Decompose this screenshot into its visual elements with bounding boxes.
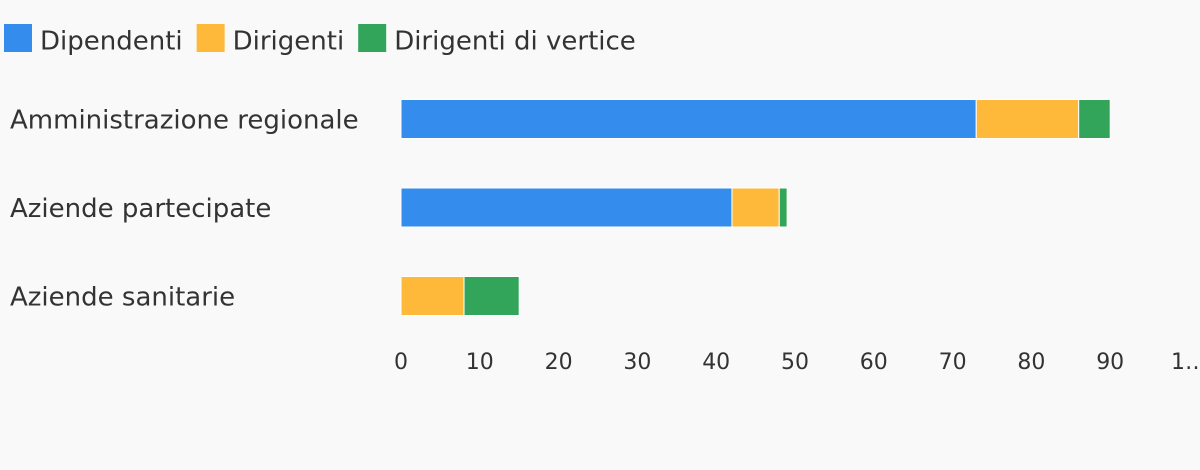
bar-segment [778, 187, 788, 228]
legend: Dipendenti Dirigenti Dirigenti di vertice [4, 24, 636, 57]
bar-segment [463, 276, 520, 316]
x-tick-label: 50 [781, 350, 809, 375]
x-tick-label: 0 [394, 350, 408, 375]
legend-label: Dirigenti di vertice [394, 27, 636, 57]
bar-segment [400, 187, 733, 228]
x-tick-label: 10 [466, 350, 494, 375]
legend-swatch [4, 24, 32, 52]
bar-segment [975, 99, 1080, 139]
category-label: Aziende partecipate [10, 194, 271, 224]
x-tick-label: 40 [702, 350, 730, 375]
x-tick-label: 1… [1171, 350, 1200, 375]
bar-segment [731, 187, 780, 228]
x-tick-label: 30 [623, 350, 651, 375]
legend-swatch [358, 24, 387, 52]
bar-segment [400, 99, 977, 139]
x-tick-label: 80 [1017, 350, 1045, 375]
category-label: Aziende sanitarie [10, 283, 235, 313]
x-tick-label: 60 [860, 350, 888, 375]
x-tick-label: 70 [939, 350, 967, 375]
x-tick-label: 20 [545, 350, 573, 375]
x-tick-label: 90 [1096, 350, 1124, 375]
bar-segment [1078, 99, 1111, 139]
legend-swatch [196, 24, 225, 52]
bar-segment [400, 276, 465, 316]
legend-label: Dipendenti [40, 27, 183, 57]
category-label: Amministrazione regionale [10, 106, 359, 136]
legend-label: Dirigenti [233, 27, 345, 57]
